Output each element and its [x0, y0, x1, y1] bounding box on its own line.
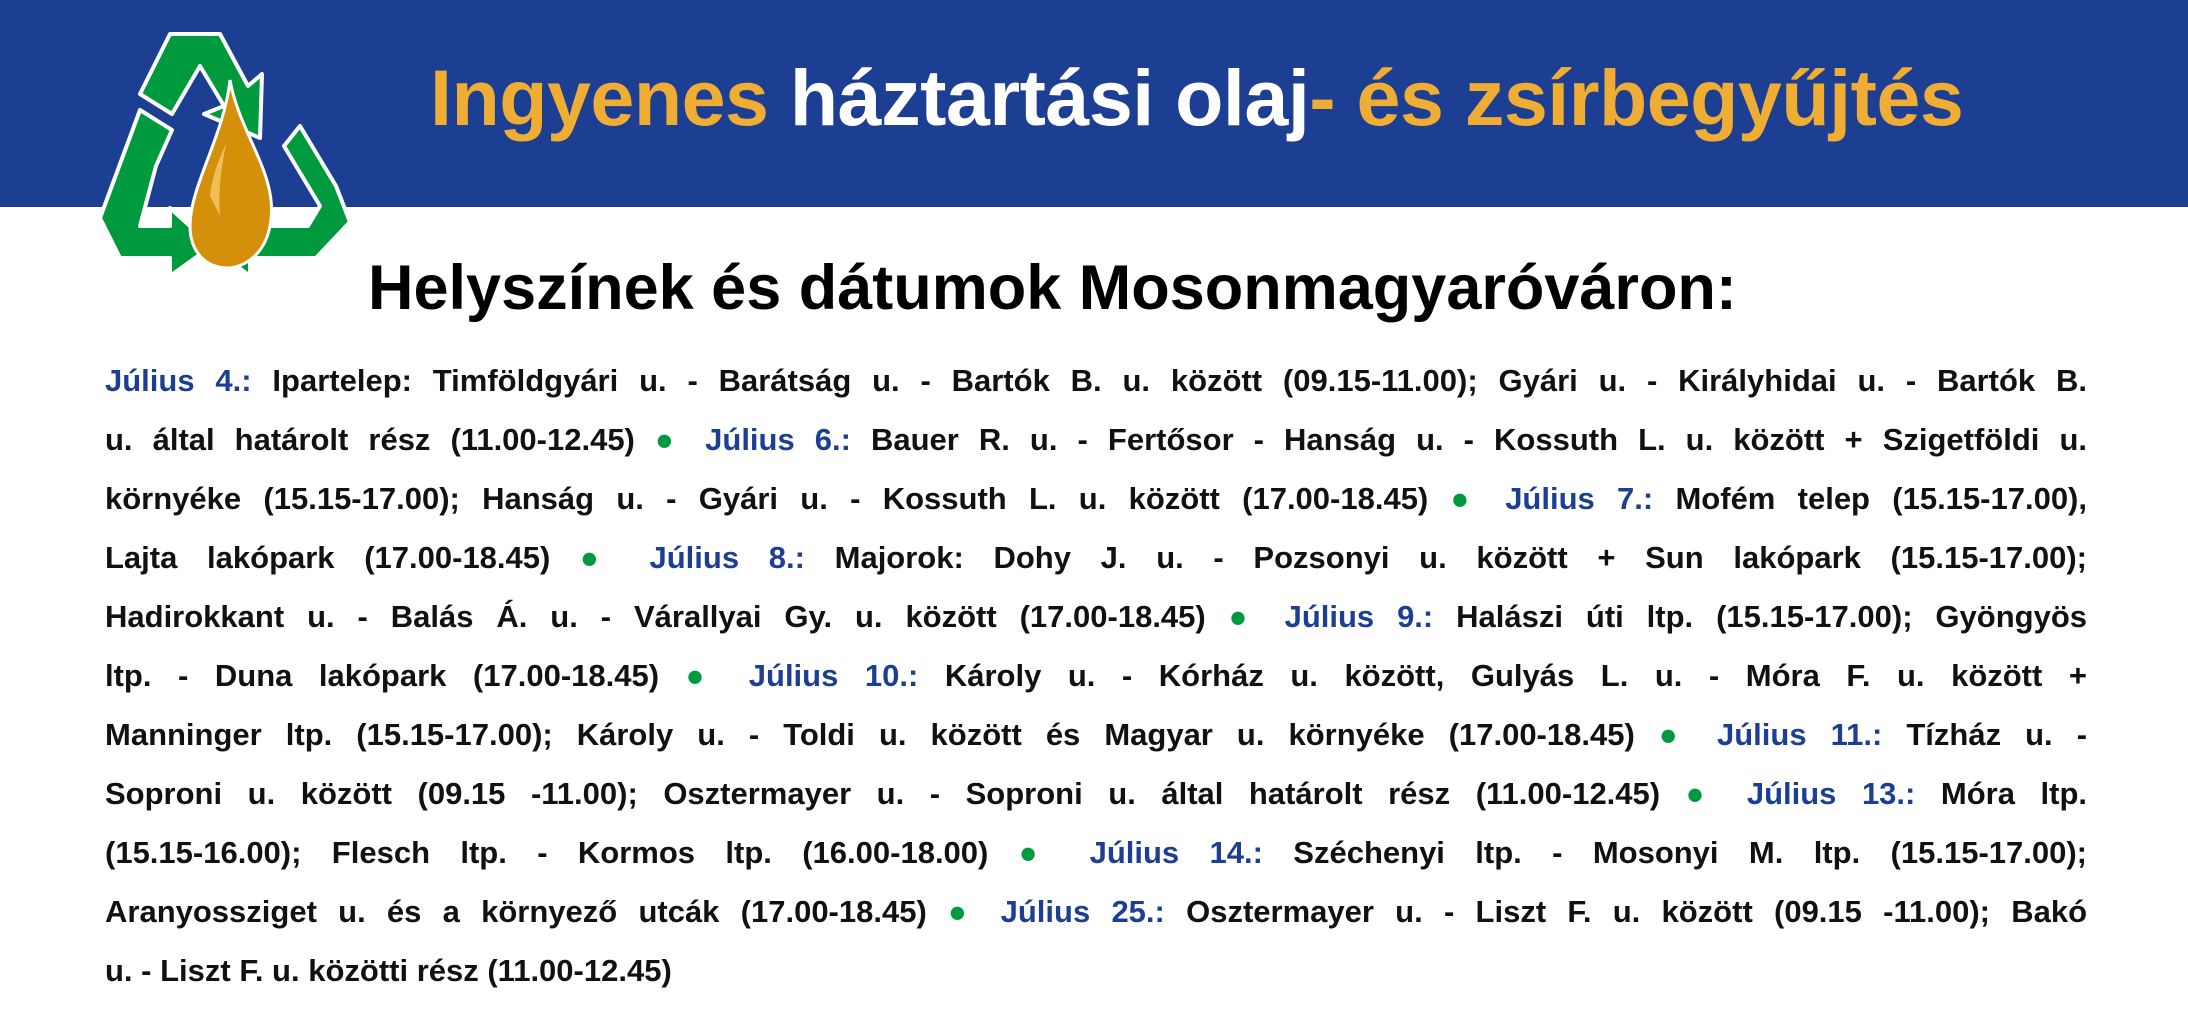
- date-label: Július 9.:: [1261, 599, 1434, 634]
- location-text: Majorok: Dohy J. u. - Pozsonyi u. között…: [804, 540, 2087, 575]
- bullet-icon: ●: [1450, 481, 1483, 516]
- date-label: Július 13.:: [1721, 776, 1916, 811]
- location-text: Halászi úti ltp. (15.15-17.00); Gyöngyös: [1433, 599, 2087, 634]
- location-text: Manninger ltp. (15.15-17.00); Károly u. …: [105, 717, 1659, 752]
- schedule-line: Hadirokkant u. - Balás Á. u. - Várallyai…: [105, 596, 2087, 655]
- location-text: Soproni u. között (09.15 -11.00); Oszter…: [105, 776, 1686, 811]
- schedule-line: u. által határolt rész (11.00-12.45) ● J…: [105, 419, 2087, 478]
- bullet-icon: ●: [1685, 776, 1722, 811]
- location-text: Bauer R. u. - Fertősor - Hanság u. - Kos…: [850, 422, 2087, 457]
- schedule-line: Manninger ltp. (15.15-17.00); Károly u. …: [105, 714, 2087, 773]
- location-text: környéke (15.15-17.00); Hanság u. - Gyár…: [105, 481, 1451, 516]
- schedule-line: u. - Liszt F. u. közötti rész (11.00-12.…: [105, 950, 2087, 1009]
- schedule-line: ltp. - Duna lakópark (17.00-18.45) ● Júl…: [105, 655, 2087, 714]
- schedule-line: környéke (15.15-17.00); Hanság u. - Gyár…: [105, 478, 2087, 537]
- date-label: Július 14.:: [1059, 835, 1263, 870]
- location-text: Aranyossziget u. és a környező utcák (17…: [105, 894, 949, 929]
- location-text: Mofém telep (15.15-17.00),: [1653, 481, 2087, 516]
- schedule-line: Aranyossziget u. és a környező utcák (17…: [105, 891, 2087, 950]
- bullet-icon: ●: [1658, 717, 1693, 752]
- location-text: u. - Liszt F. u. közötti rész (11.00-12.…: [105, 953, 672, 988]
- header-band: [0, 0, 2188, 207]
- schedule-line: Lajta lakópark (17.00-18.45) ● Július 8.…: [105, 537, 2087, 596]
- location-text: u. által határolt rész (11.00-12.45): [105, 422, 655, 457]
- subtitle: Helyszínek és dátumok Mosonmagyaróváron:: [368, 253, 1737, 323]
- date-label: Július 7.:: [1482, 481, 1654, 516]
- date-label: Július 8.:: [619, 540, 805, 575]
- title-part: Ingyenes: [430, 53, 790, 142]
- title-part: háztartási olaj: [789, 53, 1310, 142]
- date-label: Július 4.:: [105, 363, 252, 398]
- bullet-icon: ●: [1018, 835, 1060, 870]
- location-text: ltp. - Duna lakópark (17.00-18.45): [105, 658, 686, 693]
- location-text: Lajta lakópark (17.00-18.45): [105, 540, 581, 575]
- location-text: Hadirokkant u. - Balás Á. u. - Várallyai…: [105, 599, 1229, 634]
- schedule-line: (15.15-16.00); Flesch ltp. - Kormos ltp.…: [105, 832, 2087, 891]
- bullet-icon: ●: [580, 540, 620, 575]
- location-text: Tízház u. -: [1882, 717, 2088, 752]
- page-title: Ingyenes háztartási olaj- és zsírbegyűjt…: [430, 52, 1964, 144]
- schedule-line: Július 4.: Ipartelep: Timföldgyári u. - …: [105, 360, 2087, 419]
- date-label: Július 25.:: [979, 894, 1165, 929]
- schedule-text: Július 4.: Ipartelep: Timföldgyári u. - …: [105, 360, 2087, 1009]
- date-label: Július 6.:: [685, 422, 851, 457]
- schedule-line: Soproni u. között (09.15 -11.00); Oszter…: [105, 773, 2087, 832]
- location-text: Ipartelep: Timföldgyári u. - Barátság u.…: [251, 363, 2087, 398]
- location-text: Móra ltp.: [1915, 776, 2087, 811]
- date-label: Július 11.:: [1692, 717, 1883, 752]
- location-text: Károly u. - Kórház u. között, Gulyás L. …: [918, 658, 2087, 693]
- bullet-icon: ●: [654, 422, 686, 457]
- bullet-icon: ●: [948, 894, 980, 929]
- date-label: Július 10.:: [722, 658, 919, 693]
- bullet-icon: ●: [685, 658, 723, 693]
- title-part: - és zsírbegyűjtés: [1309, 53, 1964, 142]
- location-text: Osztermayer u. - Liszt F. u. között (09.…: [1164, 894, 2088, 929]
- bullet-icon: ●: [1228, 599, 1262, 634]
- recycle-oil-drop-icon: [100, 32, 352, 276]
- location-text: (15.15-16.00); Flesch ltp. - Kormos ltp.…: [105, 835, 1019, 870]
- location-text: Széchenyi ltp. - Mosonyi M. ltp. (15.15-…: [1262, 835, 2087, 870]
